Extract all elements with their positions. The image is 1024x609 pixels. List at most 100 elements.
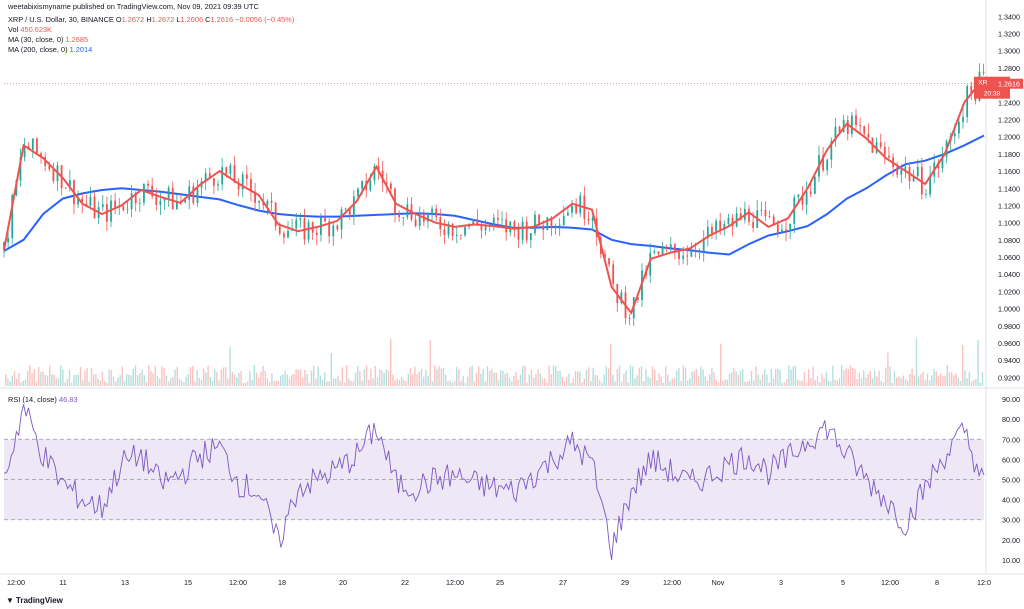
candle-body bbox=[122, 205, 125, 211]
candle-body bbox=[715, 220, 717, 234]
ma200-label: MA (200, close, 0) bbox=[8, 45, 68, 54]
volume-bar bbox=[737, 374, 739, 386]
volume-bar bbox=[909, 373, 911, 386]
volume-bar bbox=[453, 380, 456, 386]
volume-bar bbox=[973, 380, 975, 386]
volume-bar bbox=[148, 365, 150, 386]
volume-bar bbox=[368, 379, 370, 386]
candle-body bbox=[867, 133, 870, 138]
candle-body bbox=[554, 225, 557, 229]
time-tick-label: 29 bbox=[621, 578, 629, 587]
volume-bar bbox=[902, 375, 904, 386]
axis-price-value: 1.2616 bbox=[998, 80, 1020, 89]
candle-body bbox=[674, 244, 676, 252]
volume-bar bbox=[825, 371, 827, 386]
price-tick-label: 1.0200 bbox=[998, 287, 1020, 296]
volume-bar bbox=[302, 377, 304, 386]
volume-bar bbox=[550, 374, 552, 386]
candle-body bbox=[962, 117, 964, 122]
volume-bar bbox=[711, 368, 713, 386]
volume-bar bbox=[110, 370, 112, 386]
ma30-legend[interactable]: MA (30, close, 0) 1.2685 bbox=[8, 35, 88, 44]
volume-bar bbox=[887, 352, 889, 386]
candle-body bbox=[93, 196, 96, 219]
volume-bar bbox=[502, 370, 504, 386]
volume-bar bbox=[346, 365, 348, 386]
volume-bar bbox=[119, 375, 121, 386]
price-tick-label: 1.0400 bbox=[998, 270, 1020, 279]
volume-bar bbox=[801, 381, 803, 386]
price-axis[interactable]: 1.34001.32001.30001.28001.26001.24001.22… bbox=[998, 12, 1020, 382]
rsi-legend[interactable]: RSI (14, close) 46.83 bbox=[8, 395, 77, 404]
volume-bar bbox=[865, 377, 867, 386]
ma200-legend[interactable]: MA (200, close, 0) 1.2014 bbox=[8, 45, 92, 54]
volume-bar bbox=[647, 376, 649, 386]
rsi-axis[interactable]: 90.00 80.00 70.00 60.00 50.00 40.00 30.00 20.00… bbox=[1002, 395, 1020, 565]
volume-bar bbox=[156, 375, 159, 386]
volume-bar bbox=[409, 367, 412, 386]
volume-bar bbox=[687, 380, 689, 386]
candle-body bbox=[435, 208, 438, 218]
candle-body bbox=[250, 178, 252, 192]
volume-bar bbox=[570, 382, 572, 386]
volume-bar bbox=[381, 370, 383, 386]
volume-bar bbox=[222, 367, 225, 386]
tradingview-footer[interactable]: ▼ TradingView bbox=[6, 596, 63, 605]
volume-bar bbox=[82, 380, 84, 386]
volume-bar bbox=[625, 370, 627, 386]
time-tick-label: 12:00 bbox=[229, 578, 247, 587]
volume-bar bbox=[398, 379, 401, 386]
candle-body bbox=[476, 219, 479, 225]
volume-bar bbox=[244, 382, 247, 386]
candle-body bbox=[431, 208, 433, 216]
volume-bar bbox=[93, 374, 95, 386]
candle-body bbox=[925, 194, 927, 196]
candle-body bbox=[418, 213, 421, 227]
volume-bar bbox=[372, 378, 374, 386]
candle-body bbox=[912, 176, 915, 182]
candle-body bbox=[48, 165, 51, 170]
volume-bar bbox=[99, 380, 101, 386]
volume-bar bbox=[139, 373, 141, 386]
candle-body bbox=[332, 225, 335, 237]
volume-bar bbox=[387, 370, 390, 386]
ohlc-open-label: O bbox=[115, 15, 122, 24]
candle-body bbox=[970, 85, 973, 94]
volume-bar bbox=[330, 352, 332, 386]
candle-body bbox=[793, 197, 796, 224]
candle-body bbox=[114, 200, 117, 208]
candle-body bbox=[809, 191, 812, 194]
volume-legend[interactable]: Vol 450.623K bbox=[8, 25, 52, 34]
volume-bar bbox=[134, 365, 137, 386]
candle-body bbox=[534, 214, 536, 234]
volume-bar bbox=[535, 374, 537, 386]
volume-bar bbox=[803, 372, 805, 386]
volume-bar bbox=[53, 374, 55, 386]
volume-bar bbox=[953, 375, 955, 386]
candle-body bbox=[352, 196, 355, 217]
volume-bar bbox=[781, 382, 783, 386]
candle-body bbox=[789, 223, 792, 232]
volume-bar bbox=[405, 381, 407, 386]
ohlc-high: 1.2672 bbox=[151, 15, 175, 24]
volume-bar bbox=[636, 375, 638, 386]
volume-bar bbox=[918, 376, 920, 386]
volume-bar bbox=[7, 378, 9, 386]
price-tick-label: 1.2800 bbox=[998, 64, 1020, 73]
volume-bar bbox=[141, 369, 143, 386]
volume-bar bbox=[359, 371, 361, 386]
volume-bar bbox=[5, 374, 7, 386]
candle-body bbox=[31, 138, 34, 150]
symbol-line[interactable]: XRP / U.S. Dollar, 30, BINANCE O1.2672 H… bbox=[8, 15, 294, 24]
volume-bar bbox=[863, 370, 865, 386]
volume-bar bbox=[189, 367, 192, 386]
time-axis[interactable]: 12:00 11 13 15 12:00 18 20 22 12:00 25 27 29 12:00 No… bbox=[7, 578, 991, 587]
symbol-title[interactable]: XRP / U.S. Dollar, 30, BINANCE bbox=[8, 15, 114, 24]
ohlc-open: 1.2672 bbox=[121, 15, 145, 24]
candle-body bbox=[587, 218, 590, 221]
candle-body bbox=[826, 159, 829, 171]
volume-bar bbox=[449, 380, 451, 386]
candle-body bbox=[472, 219, 475, 226]
volume-bar bbox=[605, 366, 607, 386]
